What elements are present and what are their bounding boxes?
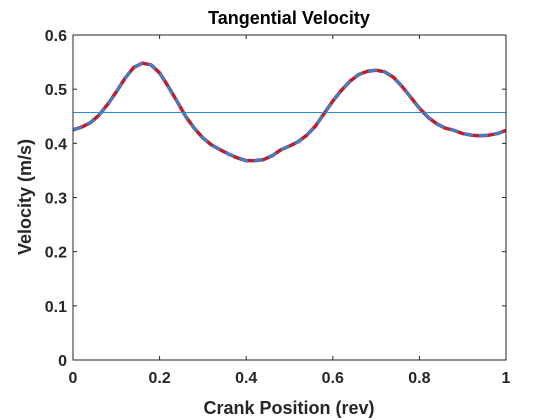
y-tick-label: 0.6 (45, 28, 67, 45)
y-axis-label: Velocity (m/s) (15, 139, 35, 255)
x-tick-label: 1 (502, 370, 511, 387)
y-tick-label: 0.4 (45, 136, 67, 153)
y-tick-label: 0.3 (45, 191, 67, 208)
y-tick-label: 0 (58, 353, 67, 370)
x-tick-label: 0.2 (148, 370, 170, 387)
x-axis: 0 0.2 0.4 0.6 0.8 1 (69, 35, 511, 387)
y-tick-label: 0.5 (45, 82, 67, 99)
x-tick-label: 0.8 (408, 370, 430, 387)
y-axis: 0 0.1 0.2 0.3 0.4 0.5 0.6 (45, 28, 506, 370)
x-tick-label: 0.6 (322, 370, 344, 387)
x-axis-label: Crank Position (rev) (203, 398, 374, 418)
plot-area (73, 35, 506, 360)
series-layer (73, 61, 506, 163)
x-tick-label: 0.4 (235, 370, 257, 387)
chart-title: Tangential Velocity (208, 8, 370, 28)
x-tick-label: 0 (69, 370, 78, 387)
y-tick-label: 0.1 (45, 299, 67, 316)
series-line-solid (73, 61, 506, 163)
y-tick-label: 0.2 (45, 245, 67, 262)
